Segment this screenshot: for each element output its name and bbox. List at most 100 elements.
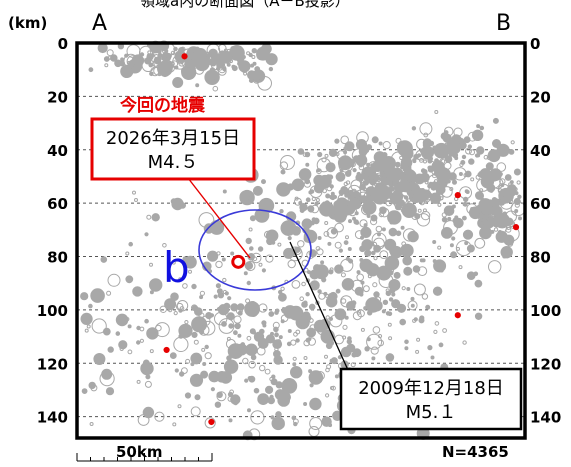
- earthquake-dot: [275, 411, 282, 418]
- earthquake-dot: [194, 394, 201, 401]
- earthquake-dot: [340, 135, 350, 145]
- earthquake-dot: [187, 63, 192, 68]
- earthquake-dot: [347, 161, 352, 166]
- earthquake-dot: [204, 344, 209, 350]
- earthquake-dot: [419, 122, 433, 136]
- earthquake-dot: [389, 220, 394, 225]
- earthquake-dot: [233, 330, 238, 336]
- earthquake-dot: [257, 246, 264, 252]
- earthquake-dot: [307, 270, 311, 275]
- earthquake-dot: [509, 180, 514, 185]
- earthquake-dot: [308, 426, 320, 437]
- earthquake-dot: [179, 371, 185, 377]
- earthquake-dot: [216, 307, 221, 312]
- earthquake-dot: [86, 324, 91, 329]
- earthquake-dot: [451, 134, 462, 145]
- earthquake-dot: [476, 146, 485, 155]
- earthquake-dot: [403, 186, 408, 191]
- earthquake-dot: [248, 78, 254, 83]
- earthquake-dot: [394, 161, 401, 168]
- earthquake-dot: [298, 168, 312, 181]
- earthquake-dot: [102, 327, 111, 336]
- earthquake-dot: [365, 144, 373, 151]
- y-tick-right-60: 60: [530, 195, 551, 213]
- earthquake-dot: [313, 183, 325, 194]
- earthquake-dot: [325, 393, 330, 398]
- earthquake-dot: [226, 62, 231, 67]
- earthquake-dot: [202, 362, 207, 366]
- earthquake-dot: [281, 378, 298, 394]
- earthquake-dot: [385, 177, 390, 182]
- earthquake-dot: [216, 63, 221, 68]
- earthquake-dot: [371, 232, 387, 248]
- earthquake-dot: [338, 248, 343, 253]
- earthquake-dot: [381, 227, 386, 232]
- earthquake-dot: [326, 227, 339, 239]
- earthquake-dot: [325, 193, 331, 199]
- earthquake-dot: [304, 311, 310, 317]
- earthquake-dot: [401, 150, 406, 155]
- earthquake-dot: [425, 304, 431, 310]
- earthquake-dot: [401, 241, 407, 247]
- earthquake-dot: [314, 201, 319, 207]
- earthquake-dot: [214, 401, 222, 408]
- earthquake-dot: [420, 168, 426, 174]
- earthquake-dot: [400, 165, 405, 170]
- earthquake-dot: [375, 179, 380, 184]
- earthquake-dot: [331, 385, 336, 391]
- earthquake-dot: [416, 213, 431, 227]
- earthquake-dot: [432, 259, 437, 264]
- earthquake-dot: [125, 251, 130, 256]
- earthquake-dot: [414, 213, 421, 220]
- earthquake-dot: [442, 328, 448, 333]
- earthquake-dot: [162, 243, 167, 248]
- earthquake-dot: [330, 357, 338, 365]
- earthquake-dot: [222, 277, 227, 283]
- current-event-leader: [187, 177, 251, 259]
- earthquake-dot: [308, 369, 313, 374]
- earthquake-dot: [508, 149, 515, 155]
- earthquake-dot: [491, 217, 502, 228]
- earthquake-dot: [292, 362, 297, 367]
- earthquake-dot: [209, 79, 216, 85]
- earthquake-dot: [474, 279, 483, 288]
- earthquake-dot: [292, 356, 297, 361]
- highlighted-event-3: [208, 418, 215, 426]
- earthquake-dot: [377, 334, 383, 339]
- y-tick-right-120: 120: [530, 355, 561, 373]
- earthquake-dot: [428, 147, 445, 163]
- earthquake-dot: [233, 315, 242, 324]
- earthquake-dot: [291, 178, 305, 192]
- earthquake-dot: [395, 230, 402, 237]
- earthquake-dot: [477, 172, 483, 178]
- earthquake-dot: [345, 170, 352, 177]
- earthquake-dot: [452, 179, 457, 185]
- earthquake-dot: [352, 168, 357, 173]
- earthquake-dot: [255, 73, 262, 80]
- earthquake-dot: [305, 197, 311, 203]
- earthquake-dot: [303, 300, 308, 305]
- earthquake-dot: [210, 387, 215, 392]
- earthquake-dot: [128, 241, 133, 247]
- earthquake-dot: [416, 337, 421, 342]
- earthquake-dot: [401, 286, 406, 291]
- earthquake-dot: [189, 373, 204, 387]
- earthquake-dot: [205, 312, 213, 320]
- y-axis-left: 0 20 40 60 80 100 120 140: [37, 35, 68, 427]
- earthquake-dot: [446, 158, 451, 163]
- earthquake-dot: [268, 311, 275, 317]
- earthquake-dot: [385, 263, 394, 272]
- earthquake-dot: [248, 375, 256, 383]
- earthquake-dot: [194, 65, 205, 75]
- earthquake-dot: [195, 83, 200, 88]
- earthquake-dot: [328, 148, 338, 157]
- earthquake-dot: [336, 150, 346, 160]
- earthquake-dot: [242, 357, 249, 365]
- earthquake-dot: [231, 64, 236, 69]
- earthquake-dot: [348, 219, 352, 224]
- earthquake-dot: [237, 333, 242, 338]
- earthquake-dot: [216, 391, 227, 402]
- earthquake-dot: [243, 271, 248, 276]
- earthquake-dot: [342, 324, 348, 330]
